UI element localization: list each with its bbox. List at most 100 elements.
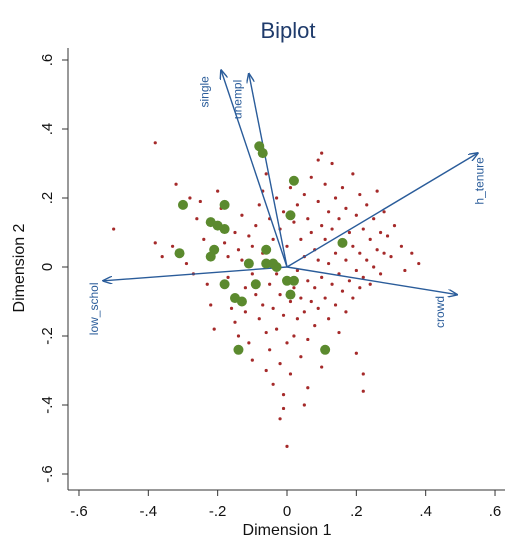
- large-point: [288, 175, 299, 186]
- small-point: [333, 251, 338, 255]
- small-point: [375, 248, 379, 252]
- small-point: [379, 272, 383, 276]
- small-point: [320, 365, 324, 369]
- small-point: [274, 196, 279, 200]
- small-point: [250, 272, 254, 276]
- small-point: [257, 317, 261, 321]
- x-tick-label: -.4: [140, 503, 158, 520]
- vector-single: [221, 70, 288, 268]
- small-point: [250, 358, 254, 362]
- axes: [67, 48, 505, 491]
- small-point: [316, 158, 320, 162]
- small-point: [316, 258, 320, 262]
- small-point: [313, 286, 317, 290]
- small-point: [340, 186, 345, 190]
- small-point: [281, 210, 286, 214]
- vector-label-h_tenure: h_tenure: [472, 157, 486, 205]
- small-point: [361, 275, 365, 279]
- small-point: [337, 330, 341, 335]
- small-point: [202, 237, 206, 241]
- y-tick-label: .6: [39, 54, 56, 67]
- small-point: [306, 337, 310, 342]
- small-point: [250, 244, 254, 248]
- small-point: [247, 234, 251, 238]
- small-point: [320, 224, 324, 228]
- small-point: [358, 251, 362, 255]
- small-point: [160, 255, 164, 259]
- small-point: [313, 324, 317, 328]
- small-point: [285, 341, 289, 345]
- small-point: [271, 306, 275, 310]
- small-point: [320, 151, 324, 155]
- small-point: [288, 186, 293, 190]
- small-point: [216, 189, 220, 193]
- x-axis-title: Dimension 1: [243, 522, 332, 539]
- small-point: [274, 327, 279, 331]
- y-tick-label: -.2: [39, 327, 56, 345]
- small-point: [330, 161, 334, 166]
- chart-title: Biplot: [260, 18, 315, 43]
- y-tick-label: -.4: [39, 396, 56, 414]
- small-point: [354, 351, 358, 355]
- small-point: [382, 251, 386, 255]
- small-point: [375, 189, 379, 193]
- small-point: [264, 368, 268, 373]
- small-point: [226, 275, 230, 279]
- small-point: [333, 196, 338, 200]
- small-point: [243, 286, 247, 290]
- small-point: [233, 320, 237, 324]
- small-point: [288, 299, 293, 304]
- small-point: [320, 275, 324, 279]
- small-point: [271, 382, 275, 386]
- small-point: [368, 237, 372, 241]
- vector-label-crowd: crowd: [433, 296, 447, 328]
- large-point: [205, 251, 216, 262]
- y-tick-label: .4: [39, 123, 56, 136]
- small-point: [403, 268, 407, 273]
- vector-crowd: [286, 266, 457, 295]
- small-point: [316, 199, 320, 204]
- large-point: [177, 199, 188, 210]
- small-point: [309, 299, 313, 304]
- small-point: [299, 355, 303, 359]
- small-point: [306, 217, 310, 221]
- small-point: [299, 296, 303, 300]
- large-point: [337, 237, 348, 248]
- small-point: [229, 306, 234, 310]
- small-point: [268, 348, 272, 352]
- small-point: [233, 230, 237, 235]
- small-point: [372, 217, 376, 221]
- large-point: [261, 258, 272, 269]
- small-point: [281, 393, 286, 397]
- small-point: [340, 289, 345, 293]
- small-point: [236, 248, 241, 252]
- small-point: [361, 227, 365, 231]
- small-point: [264, 330, 268, 335]
- small-point: [292, 220, 296, 224]
- vector-low_schol: [103, 266, 288, 281]
- small-point: [365, 258, 369, 262]
- small-point: [417, 261, 421, 266]
- small-point: [333, 303, 338, 307]
- small-point: [337, 217, 341, 221]
- small-point: [344, 206, 348, 210]
- small-point: [288, 372, 293, 376]
- small-point: [264, 172, 268, 176]
- large-point: [219, 224, 230, 235]
- small-point: [358, 286, 362, 290]
- small-point: [174, 182, 178, 186]
- x-tick-label: .6: [489, 503, 502, 520]
- x-tick-label: -.6: [70, 503, 88, 520]
- small-point: [323, 296, 327, 300]
- large-point: [236, 296, 247, 307]
- small-point: [379, 230, 383, 235]
- small-point: [292, 286, 296, 290]
- small-point: [198, 199, 202, 204]
- small-point: [302, 192, 306, 197]
- small-point: [153, 141, 157, 145]
- large-point: [320, 344, 331, 355]
- small-point: [306, 386, 310, 390]
- small-point: [261, 303, 265, 307]
- small-point: [309, 175, 313, 179]
